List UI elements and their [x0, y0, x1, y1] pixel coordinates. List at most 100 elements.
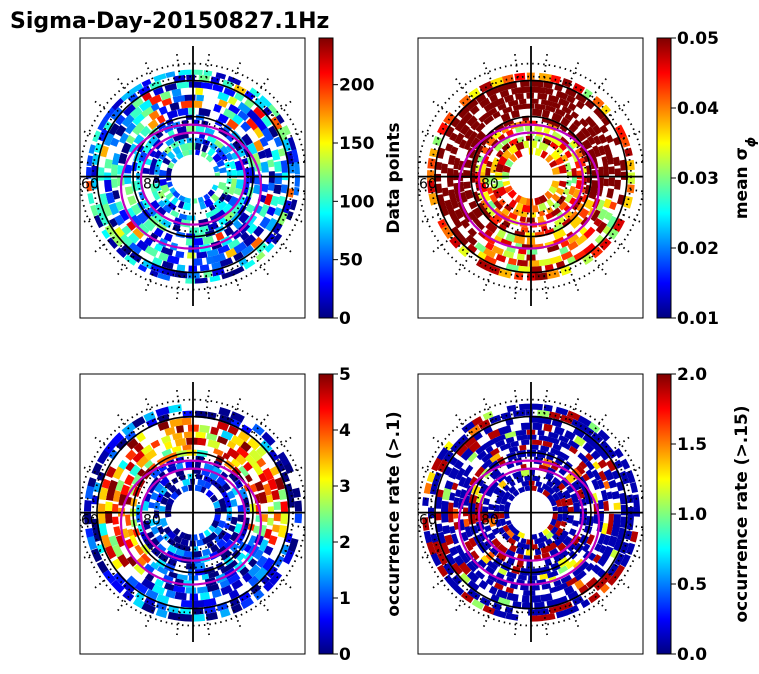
heat-cell: [153, 73, 167, 82]
heat-cell: [501, 171, 510, 180]
heat-cell: [471, 598, 485, 610]
heat-cell: [485, 445, 494, 454]
heat-cell: [126, 555, 138, 567]
heat-cell: [481, 452, 493, 463]
heat-cell: [520, 538, 527, 545]
heat-cell: [430, 533, 439, 543]
heat-cell: [253, 126, 264, 139]
heat-cell: [485, 485, 496, 497]
heat-cell: [215, 72, 227, 80]
heat-cell: [541, 583, 552, 590]
heat-cell: [220, 145, 230, 155]
heat-cell: [238, 465, 249, 477]
heat-cell: [222, 532, 232, 543]
heat-cell: [499, 513, 505, 519]
heat-cell: [273, 207, 283, 217]
heat-cell: [625, 542, 636, 556]
mlt-dotted-tick: [591, 255, 608, 277]
heat-cell: [551, 101, 562, 110]
heat-cell: [547, 94, 560, 104]
heat-cell: [144, 595, 157, 607]
heat-cell: [127, 232, 140, 244]
heat-cell: [585, 562, 595, 573]
heat-cell: [453, 182, 460, 192]
heat-cell: [498, 489, 506, 498]
heat-cell: [555, 406, 569, 416]
heat-cell: [444, 553, 456, 567]
heat-cell: [112, 503, 119, 513]
heat-cell: [172, 585, 186, 594]
heat-cell: [446, 205, 457, 219]
heat-cell: [176, 81, 190, 89]
heat-cell: [192, 613, 206, 622]
heat-cell: [154, 578, 164, 588]
heat-cell: [585, 452, 594, 462]
heat-cell: [164, 83, 178, 92]
heat-cell: [159, 505, 166, 512]
mlt-dotted-tick: [116, 591, 133, 613]
heat-cell: [463, 435, 477, 449]
heat-cell: [596, 568, 607, 579]
heat-cell: [506, 404, 517, 413]
heat-cell: [450, 226, 462, 238]
heat-cell: [274, 477, 285, 491]
heat-cell: [273, 136, 283, 148]
heat-cell: [494, 519, 502, 528]
heat-cell: [165, 502, 173, 511]
heat-cell: [84, 499, 92, 512]
mlt-dotted-tick: [454, 76, 471, 98]
heat-cell: [590, 209, 601, 222]
heat-cell: [521, 595, 530, 603]
mlt-dotted-tick: [253, 76, 270, 98]
heat-cell: [144, 245, 159, 258]
heat-cell: [155, 534, 164, 543]
heat-cell: [488, 93, 499, 103]
heat-cell: [163, 582, 175, 592]
heat-cell: [222, 452, 231, 460]
heat-cell: [128, 242, 142, 255]
heat-cell: [211, 184, 219, 191]
heat-cell: [567, 233, 580, 245]
heat-cell: [577, 452, 589, 464]
heat-cell: [264, 242, 275, 253]
heat-cell: [613, 538, 624, 552]
mlt-dotted-tick: [93, 236, 115, 254]
heat-cell: [251, 152, 261, 166]
heat-cell: [167, 544, 178, 554]
heat-cell: [237, 504, 244, 514]
heat-cell: [178, 531, 186, 539]
heat-cell: [543, 127, 551, 135]
heat-cell: [588, 421, 601, 434]
heat-cell: [610, 524, 621, 538]
heat-cell: [172, 94, 186, 103]
heat-cell: [217, 113, 229, 124]
heat-cell: [499, 518, 507, 527]
heat-cell: [451, 215, 463, 229]
heat-cell: [246, 117, 259, 132]
heat-cell: [129, 106, 143, 119]
heat-cell: [209, 275, 221, 283]
heat-cell: [596, 199, 606, 212]
heat-cell: [232, 219, 243, 230]
heat-cell: [520, 469, 530, 477]
heat-cell: [268, 125, 279, 138]
heat-cell: [546, 523, 555, 532]
mlt-dotted-tick: [253, 412, 270, 434]
heat-cell: [603, 167, 609, 178]
heat-cell: [258, 472, 268, 483]
heat-cell: [243, 259, 256, 270]
heat-cell: [205, 154, 214, 163]
heat-cell: [500, 238, 513, 247]
heat-cell: [600, 115, 612, 127]
heat-cell: [466, 579, 480, 593]
mlt-dotted-tick: [144, 604, 156, 629]
heat-cell: [175, 250, 185, 259]
heat-cell: [603, 480, 611, 490]
colorbar-tick-label: 2: [339, 533, 351, 553]
heat-cell: [90, 204, 99, 217]
heat-cell: [174, 591, 187, 601]
heat-cell: [269, 465, 280, 477]
heat-cell: [590, 450, 601, 461]
heat-cell: [152, 86, 164, 96]
heat-cell: [124, 254, 137, 266]
